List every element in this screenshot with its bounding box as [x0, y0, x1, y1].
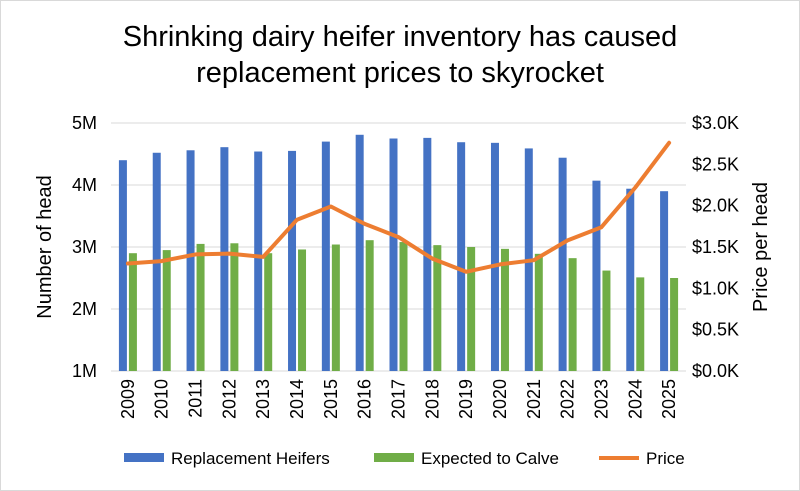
bar-expected-to-calve — [670, 278, 679, 371]
legend-swatch-replacement-heifers — [124, 453, 164, 462]
bar-replacement-heifers — [288, 150, 297, 371]
y-tick-label: 4M — [72, 175, 97, 195]
x-tick-label: 2012 — [219, 379, 239, 419]
x-tick-label: 2010 — [152, 379, 172, 419]
bar-expected-to-calve — [636, 277, 645, 371]
y-tick-label: 1M — [72, 361, 97, 381]
bar-replacement-heifers — [490, 142, 499, 371]
x-tick-label: 2016 — [355, 379, 375, 419]
x-tick-label: 2014 — [287, 379, 307, 419]
bar-replacement-heifers — [592, 180, 601, 371]
legend-label-price: Price — [646, 449, 685, 468]
y-tick-label: 3M — [72, 237, 97, 257]
x-tick-label: 2021 — [524, 379, 544, 419]
x-tick-label: 2025 — [659, 379, 679, 419]
y2-tick-label: $3.0K — [692, 113, 739, 133]
bar-replacement-heifers — [321, 141, 330, 371]
bar-expected-to-calve — [433, 245, 442, 371]
bar-replacement-heifers — [186, 150, 195, 371]
x-tick-label: 2019 — [456, 379, 476, 419]
bar-replacement-heifers — [457, 142, 466, 371]
chart-title: Shrinking dairy heifer inventory has cau… — [122, 21, 678, 89]
x-tick-label: 2009 — [118, 379, 138, 419]
bar-replacement-heifers — [389, 138, 398, 371]
bar-replacement-heifers — [118, 160, 127, 371]
y2-axis-title: Price per head — [750, 182, 772, 312]
legend-swatch-expected-to-calve — [374, 453, 414, 462]
bar-expected-to-calve — [128, 253, 137, 371]
bar-replacement-heifers — [660, 191, 669, 371]
y-tick-label: 5M — [72, 113, 97, 133]
bar-expected-to-calve — [331, 244, 340, 371]
legend-label-replacement-heifers: Replacement Heifers — [171, 449, 330, 468]
x-tick-label: 2011 — [186, 379, 206, 418]
y2-tick-label: $0.5K — [692, 320, 739, 340]
x-tick-label: 2018 — [422, 379, 442, 419]
x-tick-label: 2023 — [591, 379, 611, 419]
x-tick-label: 2020 — [490, 379, 510, 419]
bar-expected-to-calve — [264, 253, 273, 371]
bar-expected-to-calve — [196, 243, 205, 371]
bar-expected-to-calve — [500, 248, 509, 371]
bar-expected-to-calve — [467, 247, 476, 371]
bar-replacement-heifers — [355, 134, 364, 371]
y2-tick-label: $2.0K — [692, 196, 739, 216]
bar-replacement-heifers — [626, 188, 635, 371]
x-tick-label: 2015 — [321, 379, 341, 419]
bar-expected-to-calve — [230, 243, 239, 371]
legend-label-expected-to-calve: Expected to Calve — [421, 449, 559, 468]
y2-tick-label: $0.0K — [692, 361, 739, 381]
bar-expected-to-calve — [568, 258, 577, 371]
bar-expected-to-calve — [602, 270, 611, 371]
x-tick-label: 2017 — [389, 379, 409, 419]
bar-expected-to-calve — [534, 253, 543, 371]
y2-tick-label: $2.5K — [692, 154, 739, 174]
y-axis-title: Number of head — [34, 175, 56, 318]
bar-expected-to-calve — [365, 240, 374, 371]
x-tick-label: 2013 — [253, 379, 273, 419]
y2-tick-label: $1.5K — [692, 237, 739, 257]
x-tick-label: 2024 — [625, 379, 645, 419]
y2-tick-label: $1.0K — [692, 278, 739, 298]
bar-replacement-heifers — [558, 157, 567, 371]
bar-expected-to-calve — [298, 249, 307, 371]
price-line — [125, 140, 672, 274]
bar-expected-to-calve — [162, 250, 171, 371]
y-tick-label: 2M — [72, 299, 97, 319]
x-tick-label: 2022 — [558, 379, 578, 419]
bar-expected-to-calve — [399, 242, 408, 371]
bar-replacement-heifers — [220, 147, 229, 371]
bar-replacement-heifers — [254, 151, 263, 371]
